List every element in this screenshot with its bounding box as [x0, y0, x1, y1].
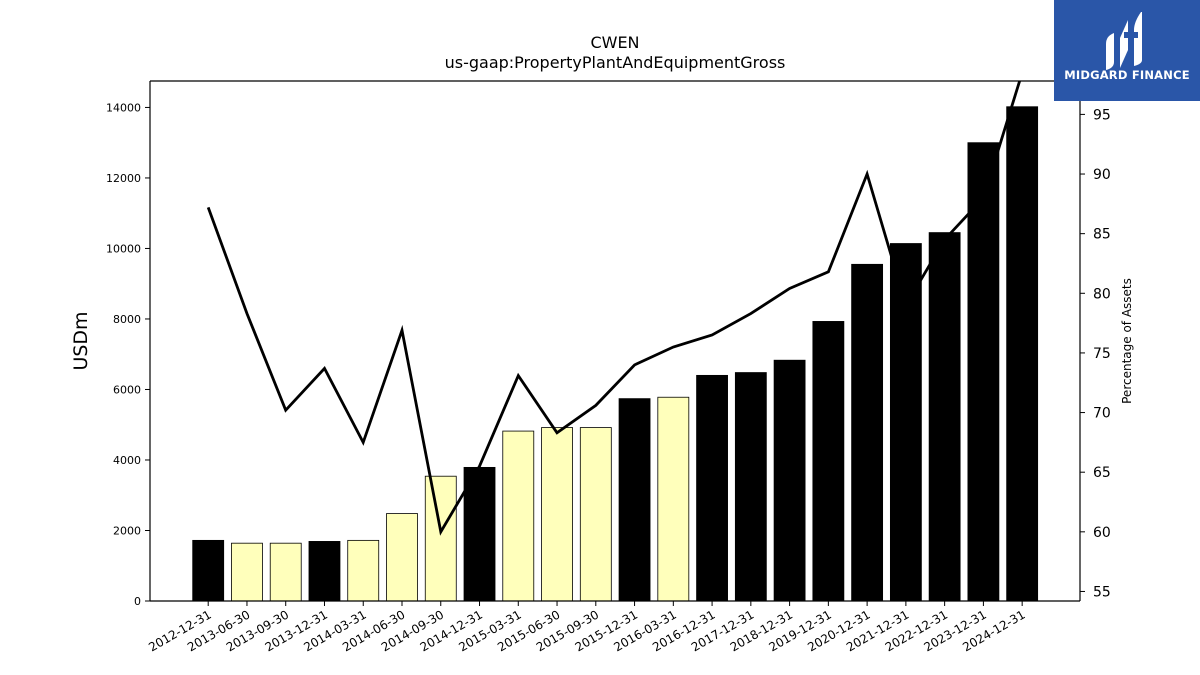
- y-tick-label: 4000: [113, 454, 141, 467]
- y-tick-label: 12000: [106, 172, 141, 185]
- bar-2023-12-31: [967, 142, 1000, 602]
- bar-2018-12-31: [773, 359, 806, 602]
- bar-2024-12-31: [1006, 106, 1039, 602]
- y2-tick-label: 90: [1093, 167, 1111, 183]
- bar-2014-06-30: [386, 513, 418, 602]
- y-tick-label: 0: [134, 595, 141, 608]
- bar-2015-09-30: [579, 427, 612, 602]
- bar-2021-12-31: [889, 243, 922, 602]
- y-axis-label: USDm: [70, 311, 92, 370]
- line-group: [206, 81, 1022, 536]
- y2-tick-label: 85: [1093, 227, 1111, 243]
- x-ticks: 2012-12-312013-06-302013-09-302013-12-31…: [146, 601, 1028, 654]
- y2-tick-label: 75: [1093, 346, 1111, 362]
- bar-2014-03-31: [347, 539, 380, 602]
- bar-group: [192, 106, 1039, 602]
- axes: [149, 80, 1081, 602]
- y2-ticks: 55 60 65 70 75 80 85 90 95: [1080, 107, 1111, 600]
- bar-2016-03-31: [657, 396, 690, 602]
- bar-2015-06-30: [541, 427, 573, 602]
- bar-2014-09-30: [424, 475, 457, 602]
- bar-2019-12-31: [812, 321, 845, 602]
- bar-2016-12-31: [696, 374, 728, 602]
- bar-2014-12-31: [463, 466, 496, 602]
- series-line: [206, 81, 1022, 536]
- y2-axis-label: Percentage of Assets: [1120, 278, 1134, 404]
- bar-2012-12-31: [192, 539, 225, 602]
- brand-logo: MIDGARD FINANCE: [1054, 0, 1200, 101]
- y2-tick-label: 95: [1093, 107, 1111, 123]
- chart-subtitle: us-gaap:PropertyPlantAndEquipmentGross: [445, 53, 786, 72]
- bar-2017-12-31: [734, 372, 767, 602]
- y-ticks: 0 2000 4000 6000 8000 10000 12000 14000: [106, 101, 150, 608]
- bar-2013-06-30: [231, 542, 263, 602]
- y2-tick-label: 70: [1093, 406, 1111, 422]
- midgard-logo-icon: [1106, 12, 1142, 70]
- y-tick-label: 10000: [106, 242, 141, 255]
- bar-2013-09-30: [269, 542, 302, 602]
- bar-2022-12-31: [928, 232, 961, 602]
- y-tick-label: 14000: [106, 101, 141, 114]
- bar-2015-12-31: [618, 398, 651, 602]
- y-tick-label: 6000: [113, 383, 141, 396]
- bar-2020-12-31: [851, 263, 884, 602]
- y-tick-label: 8000: [113, 313, 141, 326]
- bar-2013-12-31: [308, 541, 341, 602]
- bar-2015-03-31: [502, 430, 535, 602]
- y2-tick-label: 55: [1093, 584, 1111, 600]
- y2-tick-label: 60: [1093, 525, 1111, 541]
- chart-title: CWEN: [590, 33, 639, 52]
- brand-name: MIDGARD FINANCE: [1064, 68, 1190, 82]
- y-tick-label: 2000: [113, 524, 141, 537]
- y2-tick-label: 65: [1093, 465, 1111, 481]
- y2-tick-label: 80: [1093, 286, 1111, 302]
